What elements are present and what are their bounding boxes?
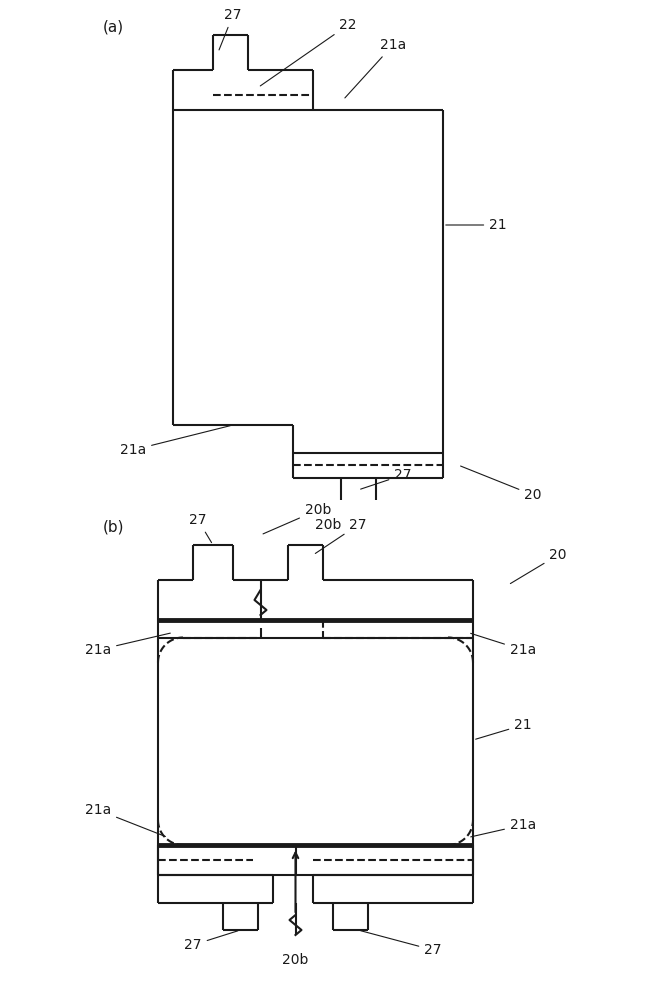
Text: 20b: 20b: [282, 953, 308, 967]
Text: 27: 27: [361, 931, 442, 957]
Text: 21a: 21a: [85, 803, 165, 836]
Text: 21a: 21a: [471, 818, 536, 837]
Text: 27: 27: [189, 513, 212, 543]
Text: 22: 22: [260, 18, 357, 86]
Text: 27: 27: [184, 931, 238, 952]
Text: 27: 27: [360, 468, 412, 489]
Text: 20: 20: [461, 466, 541, 502]
Text: 21a: 21a: [345, 38, 406, 98]
Text: 27: 27: [315, 518, 367, 553]
Text: 20b: 20b: [315, 518, 341, 532]
Text: (a): (a): [103, 20, 124, 35]
Text: 20: 20: [510, 548, 567, 584]
Text: 21: 21: [446, 218, 507, 232]
Text: (b): (b): [103, 520, 125, 535]
Text: 21a: 21a: [471, 633, 536, 657]
Text: 20b: 20b: [263, 503, 331, 534]
Text: 21a: 21a: [120, 426, 230, 457]
Text: 27: 27: [219, 8, 242, 50]
Text: 21: 21: [476, 718, 532, 739]
Text: 21a: 21a: [85, 633, 170, 657]
